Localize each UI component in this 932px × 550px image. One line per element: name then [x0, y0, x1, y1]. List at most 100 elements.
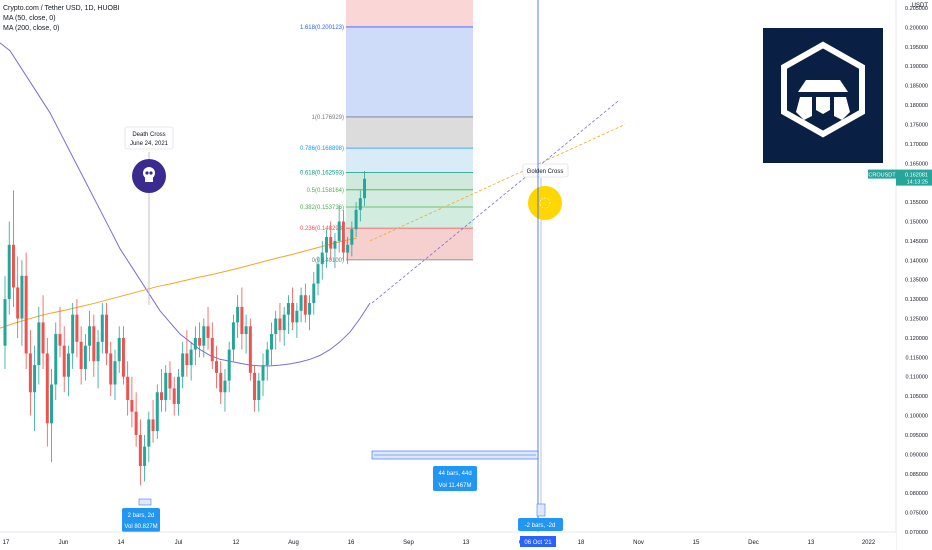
candle-body [62, 345, 66, 377]
candle-body [269, 334, 273, 350]
time-tick: Aug [288, 540, 299, 546]
candle-body [206, 326, 210, 338]
candle-body [282, 314, 286, 331]
candle-body [324, 237, 328, 253]
time-tick: Jul [175, 540, 183, 546]
price-tick: 0.070000 [905, 530, 928, 536]
candle-body [164, 372, 168, 401]
candle-body [261, 365, 265, 381]
time-tick: Nov [633, 540, 644, 546]
range-info-box [518, 518, 563, 531]
candle-body [143, 446, 147, 467]
range-bars-label: -2 bars, -2d [525, 523, 556, 529]
candle-body [92, 326, 96, 362]
candle-body [28, 353, 32, 393]
golden-cross-callout [522, 163, 569, 178]
price-tick: 0.195000 [905, 45, 928, 51]
symbol-title: Crypto.com / Tether USD, 1D, HUOBI [3, 5, 120, 12]
candle-body [257, 380, 261, 401]
candle-body [75, 314, 79, 342]
date-range-box[interactable] [536, 503, 546, 517]
date-range-box[interactable] [138, 498, 152, 506]
price-tick: 0.170000 [905, 142, 928, 148]
price-tick: 0.155000 [905, 200, 928, 206]
candle-body [363, 178, 367, 199]
candle-body [16, 287, 20, 319]
price-tick: 0.140000 [905, 258, 928, 264]
time-tick: 12 [233, 540, 240, 546]
candle-body [198, 337, 202, 346]
candle-body [240, 306, 244, 335]
time-axis-bg [0, 532, 896, 550]
time-tick: Sep [403, 540, 414, 546]
countdown-label: 14:13:25 [907, 180, 928, 186]
candle-body [253, 372, 257, 401]
candle-body [274, 318, 278, 335]
candles [3, 171, 367, 486]
price-tick: 0.185000 [905, 84, 928, 90]
candle-body [333, 240, 337, 249]
candle-body [83, 345, 87, 369]
fib-level-label: 1.618(0.200123) [300, 25, 344, 31]
candle-body [291, 302, 295, 323]
candle-body [138, 434, 142, 467]
fib-zone [346, 189, 473, 207]
range-bars-label: 44 bars, 44d [438, 471, 471, 477]
logo-cap [798, 80, 848, 92]
fib-zone-top [346, 0, 473, 27]
candle-body [151, 419, 155, 432]
last-price-label: 0.162081 [905, 173, 928, 179]
candle-body [113, 361, 117, 385]
fib-level-label: 0.786(0.168898) [300, 146, 344, 152]
fib-zone [346, 26, 473, 117]
candle-body [121, 337, 125, 377]
candle-body [66, 353, 70, 377]
price-tick: 0.190000 [905, 64, 928, 70]
candle-body [308, 302, 312, 315]
time-tick: 13 [463, 540, 470, 546]
candle-body [231, 322, 235, 350]
price-tick: 0.175000 [905, 122, 928, 128]
price-tick: 0.095000 [905, 433, 928, 439]
candle-body [320, 252, 324, 265]
price-tick: 0.110000 [905, 375, 928, 381]
death-cross-title: Death Cross [132, 132, 165, 138]
candle-body [24, 275, 28, 354]
annotations[interactable]: Death Cross June 24, 2021 Golden Cross 44 b… [122, 0, 569, 532]
candle-body [210, 337, 214, 362]
fib-level-label: 0.618(0.162593) [300, 171, 344, 177]
symbol-tag-bg [868, 169, 896, 179]
candle-body [215, 361, 218, 373]
price-tick: 0.130000 [905, 297, 928, 303]
moving-averages [0, 42, 626, 367]
candle-body [7, 244, 11, 300]
golden-cross-icon[interactable] [528, 186, 562, 220]
candle-body [45, 353, 49, 424]
ma50-legend[interactable]: MA (50, close, 0) [3, 15, 56, 22]
candle-body [172, 388, 176, 404]
ma200-legend[interactable]: MA (200, close, 0) [3, 25, 60, 32]
range-vol-label: Vol 11.467M [439, 483, 472, 489]
range-vol-label: Vol 80.827M [124, 524, 157, 530]
symbol-tag: CROUSDT [868, 173, 896, 179]
death-cross-callout [124, 126, 174, 150]
candle-body [358, 198, 362, 210]
candle-body [11, 244, 15, 288]
fibonacci-retracement[interactable]: 0(0.140100) 0.236(0.148293) 0.382(0.153736… [300, 0, 473, 264]
range-info-box [433, 466, 477, 491]
skull-icon-eye [149, 171, 153, 175]
candle-body [3, 299, 7, 346]
candle-body [265, 349, 269, 366]
candle-body [54, 334, 58, 385]
candle-body [244, 326, 248, 335]
golden-cross-icon-ring [539, 197, 551, 209]
fib-level-label: 0.382(0.153736) [300, 205, 344, 211]
candle-body [341, 221, 345, 253]
candle-body [88, 326, 92, 346]
candle-body [227, 349, 231, 381]
death-cross-date: June 24, 2021 [130, 141, 169, 147]
fib-zone [346, 206, 473, 229]
price-axis-bg [896, 0, 932, 550]
